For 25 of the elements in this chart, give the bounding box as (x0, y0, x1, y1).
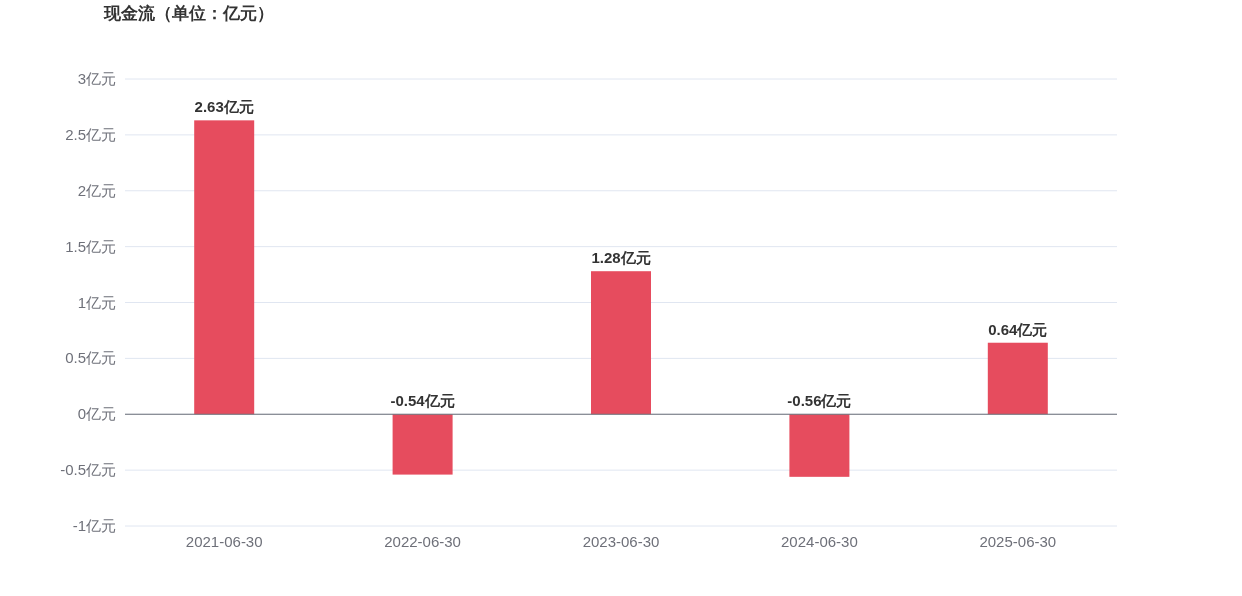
x-tick-label: 2024-06-30 (781, 533, 858, 550)
bar (194, 120, 255, 415)
y-tick-label: 2亿元 (77, 181, 116, 199)
data-label: 0.64亿元 (988, 320, 1048, 338)
data-label: 1.28亿元 (591, 249, 651, 267)
x-tick-label: 2023-06-30 (582, 533, 660, 550)
y-tick-label: 1亿元 (77, 293, 116, 311)
bar (987, 342, 1048, 415)
y-tick-label: 2.5亿元 (65, 125, 116, 143)
data-label: -0.56亿元 (787, 392, 852, 410)
bar (789, 414, 850, 477)
data-label: 2.63亿元 (194, 98, 254, 116)
y-tick-label: -1亿元 (72, 517, 116, 534)
y-tick-label: 0亿元 (77, 405, 116, 423)
data-label: -0.54亿元 (390, 392, 455, 410)
chart-title: 现金流（单位：亿元） (103, 4, 274, 23)
bar (591, 271, 651, 415)
y-tick-label: -0.5亿元 (60, 461, 116, 479)
y-tick-label: 3亿元 (77, 70, 116, 87)
bar (392, 414, 453, 475)
x-tick-label: 2025-06-30 (979, 533, 1057, 550)
x-tick-label: 2021-06-30 (185, 533, 263, 550)
y-tick-label: 1.5亿元 (65, 237, 116, 255)
y-tick-label: 0.5亿元 (65, 349, 116, 367)
x-tick-label: 2022-06-30 (384, 533, 461, 550)
